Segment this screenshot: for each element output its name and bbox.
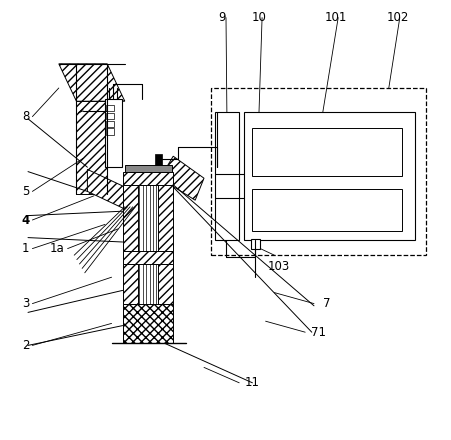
Bar [243,112,414,240]
Text: 10: 10 [251,11,266,24]
Bar [104,99,122,167]
Polygon shape [87,169,124,209]
Bar [106,113,114,119]
Polygon shape [76,101,107,194]
Text: 9: 9 [217,11,225,24]
Text: 8: 8 [22,110,29,123]
Polygon shape [59,64,124,101]
Text: 3: 3 [22,297,29,310]
Bar [122,304,173,343]
Text: 102: 102 [386,11,408,24]
Text: 101: 101 [324,11,346,24]
Bar [106,105,114,111]
Bar [122,172,173,185]
Text: 4: 4 [22,213,30,227]
Bar [157,183,173,251]
Bar [122,251,173,264]
Bar [122,264,138,304]
Polygon shape [160,156,203,200]
Bar [157,264,173,304]
Text: 103: 103 [267,260,289,273]
Text: 5: 5 [22,185,29,198]
Text: 1a: 1a [49,242,64,255]
Text: 7: 7 [323,297,330,310]
Bar [215,112,239,240]
Bar [122,183,138,251]
Bar [124,165,172,172]
Text: 71: 71 [310,326,325,339]
Bar [106,128,114,135]
Text: 2: 2 [22,339,29,352]
Bar [154,154,161,165]
Bar [250,239,260,249]
Bar [252,128,401,176]
Bar [106,121,114,127]
Bar [210,88,425,255]
Text: 1: 1 [22,242,29,255]
Bar [252,189,401,231]
Text: 11: 11 [244,376,259,389]
